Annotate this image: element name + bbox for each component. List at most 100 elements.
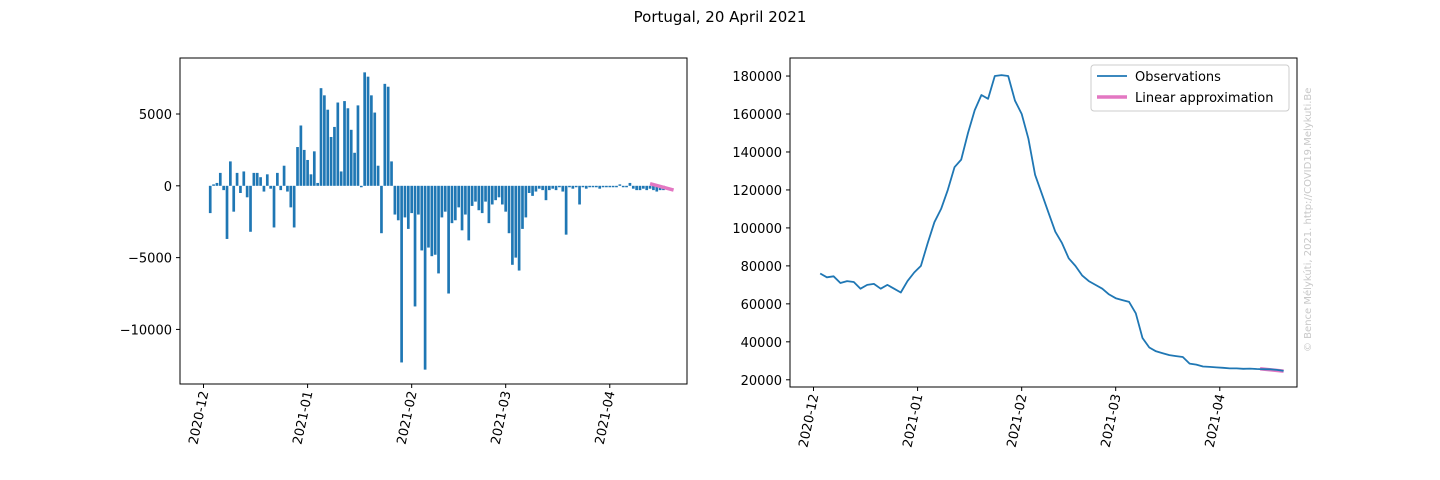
x-tick-label: 2021-03: [1099, 393, 1125, 449]
bar: [427, 185, 430, 248]
bar: [494, 185, 497, 201]
bar: [386, 86, 390, 186]
bar: [215, 182, 219, 186]
bar: [484, 185, 487, 202]
x-tick-label: 2021-02: [1005, 393, 1031, 449]
bar: [443, 185, 447, 212]
bar: [208, 185, 212, 214]
bar: [460, 185, 464, 231]
bar: [450, 185, 454, 224]
bar: [262, 185, 266, 192]
bar: [329, 136, 333, 186]
bar: [574, 185, 578, 188]
bar: [302, 149, 306, 186]
bar: [608, 185, 612, 188]
axes-frame: [789, 57, 1298, 388]
observations-line: [819, 74, 1284, 372]
bar: [232, 185, 236, 212]
bar: [390, 161, 393, 186]
bar: [551, 185, 555, 189]
bar: [561, 185, 565, 192]
bar: [625, 185, 628, 188]
x-tick-label: 2021-03: [489, 390, 515, 446]
bar: [467, 185, 471, 241]
bar: [527, 185, 531, 193]
bar: [276, 172, 279, 186]
bar: [595, 185, 598, 188]
bar-chart-panel: 5000 0 −5000 −10000 2020-12 2021-01 2021-02 202…: [120, 57, 688, 446]
bar: [255, 172, 259, 186]
bar: [618, 184, 622, 186]
x-tick-label: 2021-01: [901, 393, 927, 449]
bar: [584, 185, 588, 189]
legend-label-linear-approximation: Linear approximation: [1135, 91, 1273, 106]
bar: [366, 76, 370, 186]
bar: [376, 165, 380, 186]
bar: [655, 185, 659, 192]
bar: [406, 185, 410, 229]
bar: [652, 185, 655, 191]
y-tick-label: −5000: [128, 252, 172, 267]
bar: [480, 185, 484, 214]
bar: [373, 112, 377, 186]
bar: [621, 185, 625, 188]
bar: [413, 185, 417, 307]
bar: [645, 185, 649, 191]
bar: [521, 185, 524, 229]
bar: [222, 185, 225, 191]
bar: [349, 129, 353, 186]
bar: [497, 185, 501, 198]
bar: [282, 165, 286, 186]
x-tick-label: 2021-01: [291, 390, 317, 446]
bar: [312, 151, 316, 186]
bar: [333, 126, 336, 186]
figure-title: Portugal, 20 April 2021: [634, 8, 807, 26]
y-tick-label: 40000: [741, 336, 782, 351]
bar: [514, 185, 518, 258]
legend-box: [1090, 64, 1290, 112]
bar: [323, 95, 326, 186]
y-tick-label: 0: [164, 180, 172, 195]
bar: [500, 185, 504, 205]
x-tick-label: 2020-12: [796, 393, 822, 449]
bar: [417, 185, 420, 215]
bar: [212, 184, 215, 186]
bar: [433, 185, 437, 255]
x-tick-label: 2021-02: [395, 390, 421, 446]
bar: [558, 185, 561, 188]
bar: [605, 185, 608, 188]
line-chart-panel: 20000 40000 60000 80000 100000 120000 140000 16…: [732, 57, 1298, 449]
y-tick-label: 180000: [732, 70, 782, 85]
bar: [265, 174, 269, 186]
bar: [326, 109, 330, 186]
bar: [490, 185, 494, 205]
bar: [218, 172, 222, 186]
bar: [564, 185, 568, 235]
bar: [252, 172, 256, 186]
bar: [235, 172, 239, 186]
bar: [487, 185, 491, 224]
bar: [400, 185, 403, 363]
y-tick-label: 140000: [732, 146, 782, 161]
bar: [316, 182, 320, 186]
bar: [464, 185, 467, 215]
bar: [568, 185, 571, 188]
bar: [359, 185, 363, 188]
legend: Observations Linear approximation: [1090, 64, 1290, 112]
bar: [370, 95, 373, 186]
bar: [591, 185, 595, 188]
y-tick-label: 60000: [741, 298, 782, 313]
bar: [544, 185, 548, 201]
bar: [642, 185, 645, 189]
bar: [541, 185, 544, 191]
bar: [628, 182, 632, 186]
bar: [437, 185, 440, 274]
bar: [511, 185, 514, 265]
bar: [363, 72, 367, 186]
watermark: © Bence Mélykúti, 2021. http://COVID19.M…: [1302, 88, 1314, 352]
bar: [396, 185, 400, 221]
bar: [249, 185, 252, 232]
bar: [272, 185, 276, 228]
bar: [638, 185, 642, 191]
